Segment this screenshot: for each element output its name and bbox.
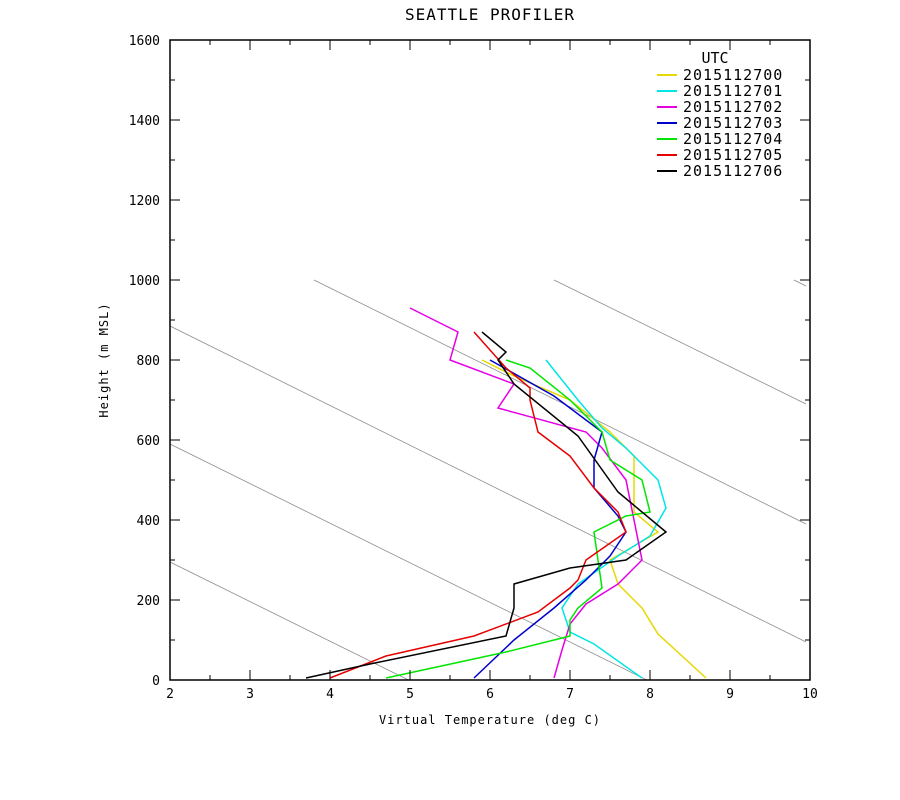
y-tick-label: 1000 (129, 274, 160, 289)
x-tick-label: 9 (726, 687, 734, 702)
y-tick-label: 800 (137, 354, 160, 369)
x-tick-labels: 2 3 4 5 6 7 8 9 10 (166, 687, 818, 702)
legend-items: 2015112700201511270120151127022015112703… (657, 66, 783, 180)
x-tick-label: 10 (802, 687, 818, 702)
x-tick-label: 7 (566, 687, 574, 702)
reference-line-5 (793, 279, 807, 287)
x-tick-label: 5 (406, 687, 414, 702)
y-tick-label: 200 (137, 594, 160, 609)
legend-label: 2015112704 (683, 130, 783, 148)
y-tick-label: 0 (152, 674, 160, 689)
legend-label: 2015112701 (683, 82, 783, 100)
series-lines (305, 307, 707, 679)
y-tick-label: 1200 (129, 194, 160, 209)
reference-lines (169, 279, 807, 681)
legend-title: UTC (701, 49, 728, 67)
x-tick-label: 2 (166, 687, 174, 702)
x-tick-label: 3 (246, 687, 254, 702)
chart-title: SEATTLE PROFILER (405, 5, 575, 24)
y-tick-label: 1600 (129, 34, 160, 49)
legend-label: 2015112702 (683, 98, 783, 116)
legend-label: 2015112700 (683, 66, 783, 84)
series-line-2015112704 (385, 359, 651, 679)
reference-line-3 (313, 279, 807, 525)
y-tick-label: 400 (137, 514, 160, 529)
y-tick-labels: 0 200 400 600 800 1000 1200 1400 1600 (129, 34, 160, 689)
axis-ticks (169, 39, 811, 681)
series-line-2015112706 (305, 331, 668, 679)
series-line-2015112702 (409, 307, 643, 679)
legend: UTC 201511270020151127012015112702201511… (657, 49, 783, 180)
reference-line-2 (169, 325, 807, 643)
x-tick-label: 4 (326, 687, 334, 702)
legend-label: 2015112706 (683, 162, 783, 180)
series-line-2015112703 (473, 359, 627, 679)
y-tick-label: 600 (137, 434, 160, 449)
y-tick-label: 1400 (129, 114, 160, 129)
series-line-2015112700 (481, 359, 707, 679)
y-axis-label: Height (m MSL) (97, 302, 111, 417)
x-tick-label: 8 (646, 687, 654, 702)
reference-line-4 (553, 279, 807, 405)
x-axis-label: Virtual Temperature (deg C) (379, 713, 601, 727)
x-tick-label: 6 (486, 687, 494, 702)
series-line-2015112705 (329, 331, 627, 679)
reference-line-0 (169, 561, 409, 681)
reference-line-1 (169, 443, 647, 681)
legend-label: 2015112703 (683, 114, 783, 132)
series-line-2015112701 (545, 359, 667, 679)
legend-label: 2015112705 (683, 146, 783, 164)
